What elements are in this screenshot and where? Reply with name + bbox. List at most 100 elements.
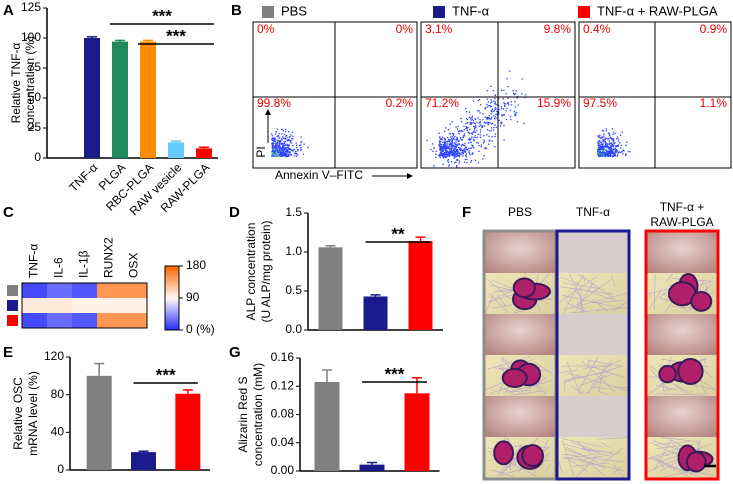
event-dot	[602, 150, 605, 152]
event-dot	[276, 154, 278, 156]
event-dot	[284, 131, 287, 133]
colorbar-step	[165, 280, 179, 283]
event-dot	[284, 144, 287, 146]
event-dot	[451, 143, 453, 145]
event-dot	[444, 154, 446, 156]
event-dot	[272, 153, 274, 155]
panel-letter: E	[3, 344, 13, 361]
event-dot	[516, 97, 518, 99]
event-dot	[280, 138, 283, 140]
event-dot	[273, 138, 275, 140]
tissue-fiber	[662, 388, 674, 392]
event-dot	[481, 126, 483, 128]
event-dot	[276, 135, 278, 138]
event-dot	[599, 155, 602, 158]
event-dot	[443, 142, 446, 144]
event-dot	[469, 138, 472, 141]
event-dot	[494, 97, 496, 100]
event-dot	[287, 140, 289, 142]
event-dot	[300, 144, 302, 146]
event-dot	[609, 134, 611, 137]
legend-swatch	[578, 6, 590, 18]
event-dot	[292, 135, 294, 137]
tissue-fiber	[573, 462, 610, 467]
quadrant-label: 3.1%	[425, 22, 453, 36]
event-dot	[271, 152, 273, 154]
tissue-fiber	[581, 447, 612, 454]
axis-arrow-head	[407, 173, 413, 179]
tissue-fiber	[496, 293, 506, 307]
event-dot	[465, 153, 468, 155]
event-dot	[454, 162, 456, 164]
event-dot	[288, 150, 290, 153]
event-dot	[599, 137, 602, 139]
event-dot	[600, 155, 602, 157]
event-dot	[441, 154, 443, 156]
event-dot	[426, 139, 428, 142]
tissue-fiber	[581, 360, 616, 393]
colorbar-step	[165, 266, 179, 269]
event-dot	[478, 125, 480, 127]
quadrant-label: 0%	[396, 22, 414, 36]
event-dot	[456, 153, 458, 155]
event-dot	[458, 162, 460, 164]
event-dot	[473, 127, 476, 130]
event-dot	[604, 137, 606, 139]
legend-swatch	[433, 6, 445, 18]
event-dot	[282, 129, 285, 132]
event-dot	[444, 155, 447, 158]
event-dot	[502, 98, 504, 100]
tissue-fiber	[488, 293, 509, 313]
event-dot	[465, 127, 468, 129]
event-dot	[441, 141, 444, 144]
bar	[404, 393, 430, 471]
event-dot	[444, 147, 446, 150]
event-dot	[494, 133, 497, 135]
event-dot	[281, 136, 284, 138]
event-dot	[458, 143, 460, 145]
event-dot	[447, 159, 450, 161]
event-dot	[491, 140, 493, 142]
event-dot	[605, 144, 607, 146]
event-dot	[449, 139, 451, 141]
event-dot	[455, 153, 457, 155]
event-dot	[445, 148, 447, 151]
event-dot	[445, 146, 447, 148]
event-dot	[300, 141, 303, 143]
tissue-fiber	[565, 449, 582, 456]
event-dot	[462, 151, 464, 153]
event-dot	[287, 153, 289, 156]
tissue-fiber	[487, 356, 530, 370]
tissue-fiber	[586, 359, 591, 366]
event-dot	[275, 153, 277, 155]
event-dot	[501, 121, 503, 123]
tissue-fiber	[648, 457, 698, 477]
event-dot	[490, 130, 492, 132]
y-tick-label: 50	[28, 90, 42, 104]
event-dot	[506, 78, 508, 80]
event-dot	[295, 152, 297, 155]
quadrant-label: 0.2%	[386, 96, 414, 110]
event-dot	[279, 151, 281, 153]
event-dot	[440, 138, 442, 140]
event-dot	[503, 124, 505, 127]
event-dot	[614, 148, 616, 150]
event-dot	[613, 141, 615, 144]
event-dot	[276, 151, 279, 153]
tissue-fiber	[654, 457, 665, 468]
tissue-fiber	[613, 464, 625, 478]
event-dot	[456, 159, 459, 162]
event-dot	[286, 143, 288, 146]
event-dot	[279, 150, 281, 152]
y-tick-label: 1.5	[285, 205, 302, 219]
event-dot	[514, 114, 516, 117]
event-dot	[500, 123, 502, 125]
event-dot	[441, 138, 444, 140]
dish-image	[558, 232, 628, 273]
event-dot	[491, 111, 493, 113]
event-dot	[617, 145, 619, 148]
event-dot	[455, 145, 458, 147]
event-dot	[278, 153, 281, 156]
event-dot	[607, 144, 609, 146]
event-dot	[455, 161, 457, 163]
